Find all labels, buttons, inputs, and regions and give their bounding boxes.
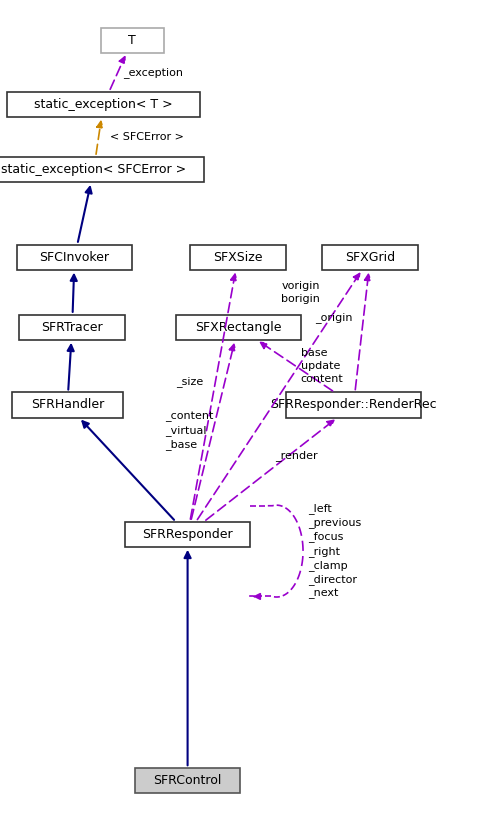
FancyBboxPatch shape xyxy=(101,28,163,53)
Text: < SFCError >: < SFCError > xyxy=(110,132,183,142)
Text: base
update
content: base update content xyxy=(300,348,343,384)
FancyBboxPatch shape xyxy=(322,245,418,270)
Text: _content
_virtual
_base: _content _virtual _base xyxy=(164,412,213,450)
Text: _exception: _exception xyxy=(123,67,183,78)
Text: _size: _size xyxy=(176,377,203,387)
FancyBboxPatch shape xyxy=(190,245,286,270)
FancyBboxPatch shape xyxy=(125,522,250,547)
Text: static_exception< T >: static_exception< T > xyxy=(34,98,172,111)
Text: _render: _render xyxy=(275,450,317,461)
FancyBboxPatch shape xyxy=(286,392,420,418)
Text: SFRResponder::RenderRec: SFRResponder::RenderRec xyxy=(270,398,436,412)
FancyBboxPatch shape xyxy=(134,768,240,793)
FancyBboxPatch shape xyxy=(7,92,199,117)
Text: static_exception< SFCError >: static_exception< SFCError > xyxy=(1,163,186,176)
Text: SFRResponder: SFRResponder xyxy=(142,528,232,541)
Text: SFRControl: SFRControl xyxy=(153,774,221,787)
Text: _origin: _origin xyxy=(314,311,351,323)
FancyBboxPatch shape xyxy=(175,315,300,340)
Text: _left
_previous
_focus
_right
_clamp
_director
_next: _left _previous _focus _right _clamp _di… xyxy=(307,504,360,599)
Text: SFXRectangle: SFXRectangle xyxy=(194,321,281,334)
FancyBboxPatch shape xyxy=(12,392,122,418)
FancyBboxPatch shape xyxy=(19,315,125,340)
Text: SFXGrid: SFXGrid xyxy=(345,250,395,264)
Text: T: T xyxy=(128,33,136,47)
Text: SFCInvoker: SFCInvoker xyxy=(39,250,109,264)
Text: SFRTracer: SFRTracer xyxy=(41,321,103,334)
Text: SFRHandler: SFRHandler xyxy=(31,398,104,412)
FancyBboxPatch shape xyxy=(0,157,204,182)
Text: vorigin
borigin: vorigin borigin xyxy=(280,281,319,304)
FancyBboxPatch shape xyxy=(17,245,132,270)
Text: SFXSize: SFXSize xyxy=(213,250,262,264)
